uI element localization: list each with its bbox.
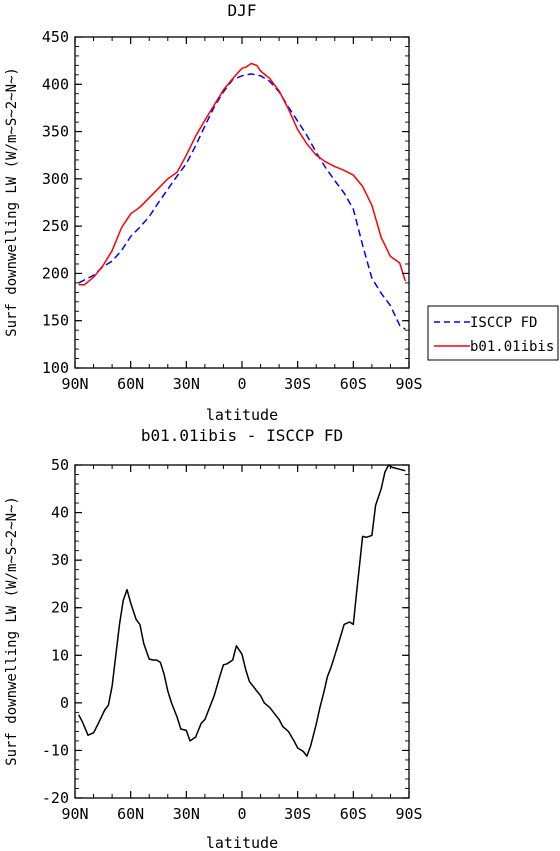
bottom-y-tick-label: -20 bbox=[42, 789, 69, 807]
top-x-tick-label: 90S bbox=[395, 375, 422, 393]
top-x-tick-label: 0 bbox=[237, 375, 246, 393]
legend-box bbox=[427, 305, 559, 361]
top-series-lines bbox=[78, 62, 407, 330]
bottom-x-tick-label: 30N bbox=[173, 805, 200, 823]
bottom-x-tick-label: 30S bbox=[284, 805, 311, 823]
top-plot-frame bbox=[74, 36, 410, 369]
top-y-tick-label: 350 bbox=[42, 123, 69, 141]
top-x-tick-label: 30N bbox=[173, 375, 200, 393]
bottom-chart-title: b01.01ibis - ISCCP FD bbox=[141, 426, 343, 445]
top-x-tick-label: 90N bbox=[61, 375, 88, 393]
bottom-y-tick-label: 0 bbox=[60, 694, 69, 712]
top-y-tick-label: 300 bbox=[42, 170, 69, 188]
bottom-x-tick-label: 60S bbox=[340, 805, 367, 823]
legend-label-isccp-fd: ISCCP FD bbox=[470, 315, 537, 331]
top-x-tick-label: 60S bbox=[340, 375, 367, 393]
bottom-y-tick-label: -10 bbox=[42, 741, 69, 759]
top-series-line-b01-01ibis bbox=[78, 62, 407, 286]
top-y-tick-label: 100 bbox=[42, 359, 69, 377]
bottom-y-tick-label: 20 bbox=[51, 599, 69, 617]
top-x-tick-label: 60N bbox=[117, 375, 144, 393]
top-y-tick-label: 250 bbox=[42, 217, 69, 235]
bottom-x-tick-label: 60N bbox=[117, 805, 144, 823]
legend-label-b01-01ibis: b01.01ibis bbox=[470, 339, 554, 355]
top-y-tick-label: 200 bbox=[42, 264, 69, 282]
top-y-tick-label: 450 bbox=[42, 28, 69, 46]
bottom-y-tick-label: 50 bbox=[51, 456, 69, 474]
bottom-panel: b01.01ibis - ISCCP FD 90N 60N 30N 0 30S 60S 90… bbox=[4, 426, 423, 851]
bottom-series-lines bbox=[78, 464, 406, 757]
top-axis-ticks: 90N 60N 30N 0 30S 60S 90S 100 150 200 250 300 350 400… bbox=[42, 28, 423, 393]
bottom-y-tick-label: 10 bbox=[51, 646, 69, 664]
top-x-axis-label: latitude bbox=[206, 406, 278, 424]
bottom-x-tick-label: 90S bbox=[395, 805, 422, 823]
top-panel: DJF 90N 60N 30N 0 30S 60S 90S 100 150 200 250 300 35… bbox=[4, 1, 423, 424]
bottom-plot-frame bbox=[74, 464, 410, 799]
bottom-y-tick-label: 40 bbox=[51, 504, 69, 522]
top-x-tick-label: 30S bbox=[284, 375, 311, 393]
top-y-axis-label: Surf downwelling LW (W/m~S~2~N~) bbox=[4, 67, 20, 337]
bottom-series-line-difference bbox=[78, 464, 406, 757]
bottom-axis-ticks: 90N 60N 30N 0 30S 60S 90S -20 -10 0 10 20 30 40 50 bbox=[42, 456, 423, 823]
bottom-y-tick-label: 30 bbox=[51, 551, 69, 569]
bottom-x-axis-label: latitude bbox=[206, 834, 278, 851]
bottom-y-axis-label: Surf downwelling LW (W/m~S~2~N~) bbox=[4, 496, 20, 766]
top-y-tick-label: 400 bbox=[42, 75, 69, 93]
bottom-x-tick-label: 0 bbox=[237, 805, 246, 823]
top-chart-title: DJF bbox=[228, 1, 257, 20]
top-series-line-isccp-fd bbox=[78, 73, 406, 330]
bottom-x-tick-label: 90N bbox=[61, 805, 88, 823]
legend: ISCCP FD b01.01ibis bbox=[427, 305, 559, 361]
top-y-tick-label: 150 bbox=[42, 312, 69, 330]
